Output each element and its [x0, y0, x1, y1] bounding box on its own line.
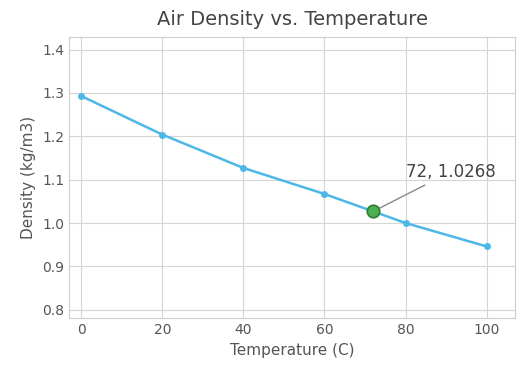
Text: 72, 1.0268: 72, 1.0268: [375, 163, 495, 210]
Title: Air Density vs. Temperature: Air Density vs. Temperature: [157, 11, 427, 30]
X-axis label: Temperature (C): Temperature (C): [230, 343, 354, 358]
Y-axis label: Density (kg/m3): Density (kg/m3): [21, 116, 37, 239]
